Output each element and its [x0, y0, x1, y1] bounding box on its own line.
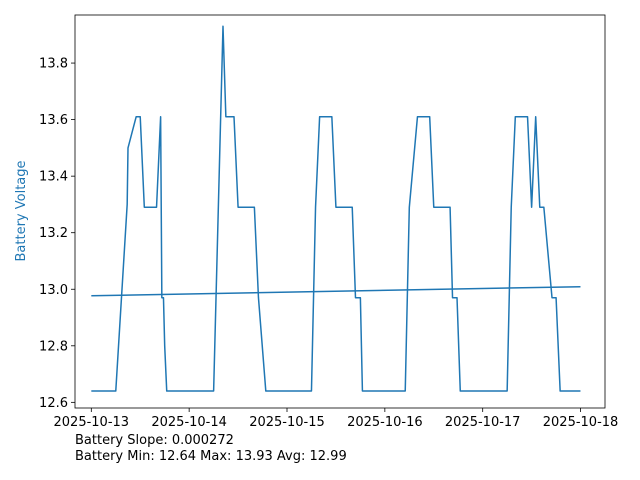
x-tick-label: 2025-10-16 [347, 415, 423, 430]
trend-line [91, 285, 581, 297]
voltage-line [91, 25, 581, 392]
y-tick-label: 13.8 [39, 57, 68, 72]
x-tick-label: 2025-10-15 [249, 415, 325, 430]
battery-slope-text: Battery Slope: 0.000272 [75, 433, 234, 448]
x-tick-label: 2025-10-14 [151, 415, 227, 430]
y-tick-label: 13.4 [39, 170, 68, 185]
x-tick-label: 2025-10-18 [543, 415, 619, 430]
y-tick-label: 12.8 [39, 339, 68, 354]
y-tick-label: 13.0 [39, 283, 68, 298]
x-tick-label: 2025-10-13 [54, 415, 130, 430]
y-tick-label: 13.2 [39, 226, 68, 241]
plot-area: 2025-10-13 2025-10-14 2025-10-15 2025-10-16… [39, 14, 619, 430]
y-tick-label: 13.6 [39, 113, 68, 128]
y-tick-label: 12.6 [39, 396, 68, 411]
axes-frame [74, 14, 606, 409]
y-axis-label: Battery Voltage [14, 160, 29, 261]
x-tick-label: 2025-10-17 [445, 415, 521, 430]
battery-stats-text: Battery Min: 12.64 Max: 13.93 Avg: 12.99 [75, 449, 347, 464]
